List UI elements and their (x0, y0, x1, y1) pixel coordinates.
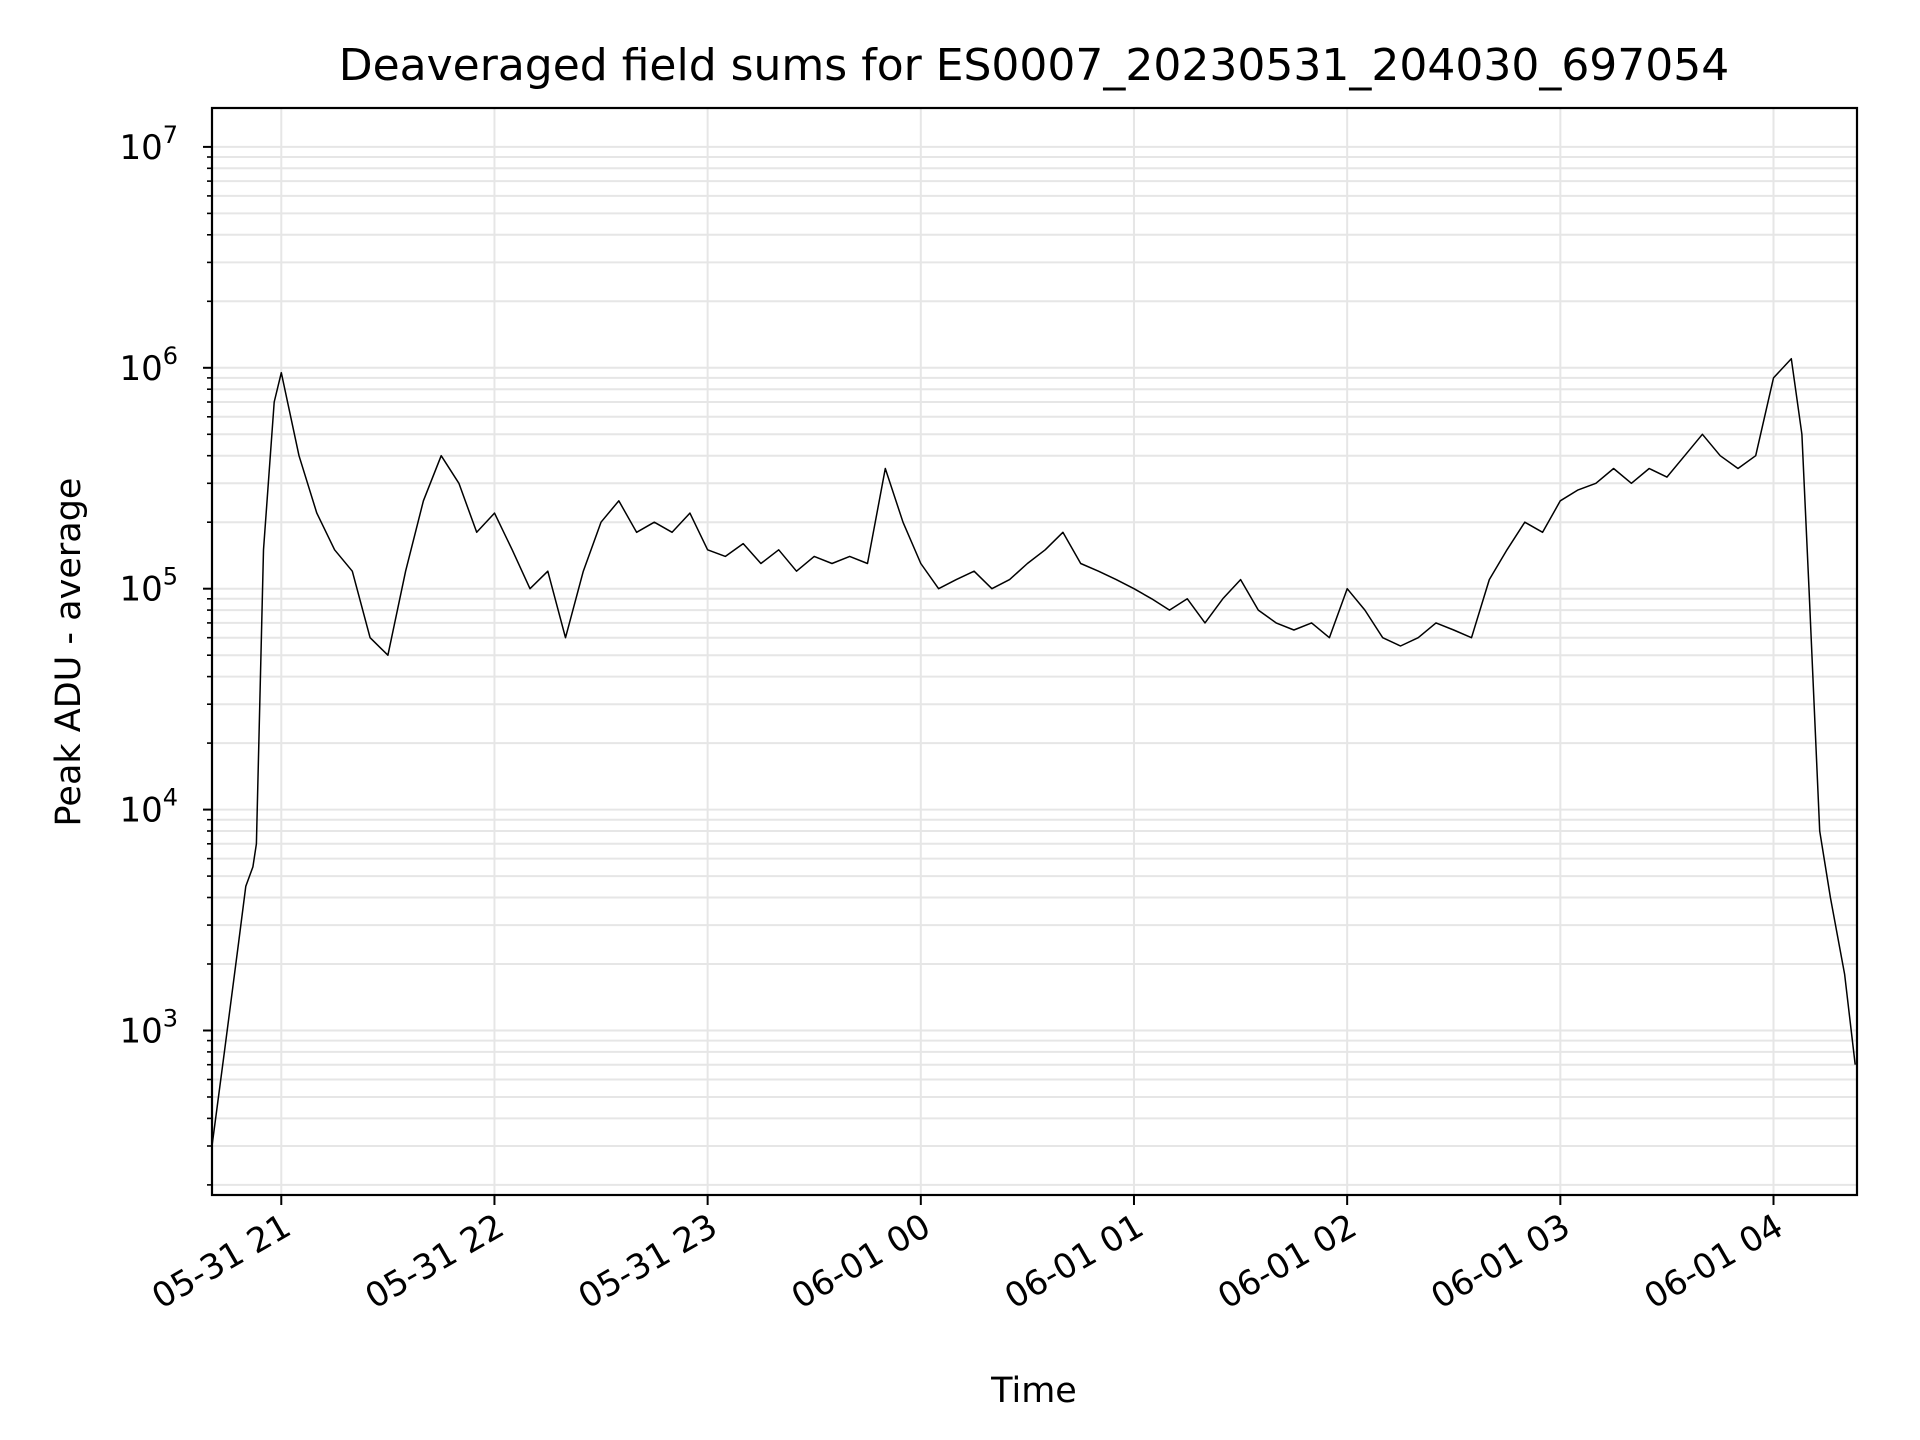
y-tick-label: 105 (119, 563, 178, 610)
plot-frame (210, 106, 1859, 1197)
y-axis: 103 104 105 106 107 (119, 121, 212, 1186)
y-tick-label: 103 (119, 1004, 178, 1051)
series-line (211, 357, 1856, 1147)
grid-major (212, 108, 1857, 1195)
chart-title: Deaveraged field sums for ES0007_2023053… (339, 40, 1730, 91)
x-axis-label: Time (990, 1371, 1077, 1411)
y-tick-label: 107 (119, 121, 178, 168)
y-tick-label: 106 (119, 342, 178, 389)
y-tick-label: 104 (119, 784, 178, 831)
y-axis-label: Peak ADU - average (49, 478, 89, 827)
series-layer (211, 357, 1856, 1147)
grid-minor (212, 156, 1857, 1186)
